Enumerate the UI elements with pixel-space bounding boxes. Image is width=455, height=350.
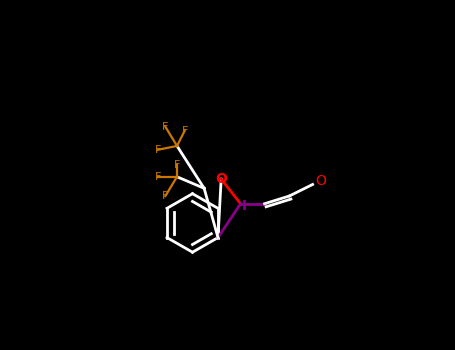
Text: F: F: [182, 126, 188, 135]
Text: I: I: [242, 199, 247, 213]
Text: O: O: [215, 172, 227, 186]
Text: F: F: [162, 191, 168, 201]
Text: O: O: [315, 174, 326, 188]
Text: F: F: [154, 145, 161, 155]
Text: F: F: [162, 122, 168, 132]
Text: F: F: [174, 160, 180, 170]
Text: F: F: [154, 172, 161, 182]
